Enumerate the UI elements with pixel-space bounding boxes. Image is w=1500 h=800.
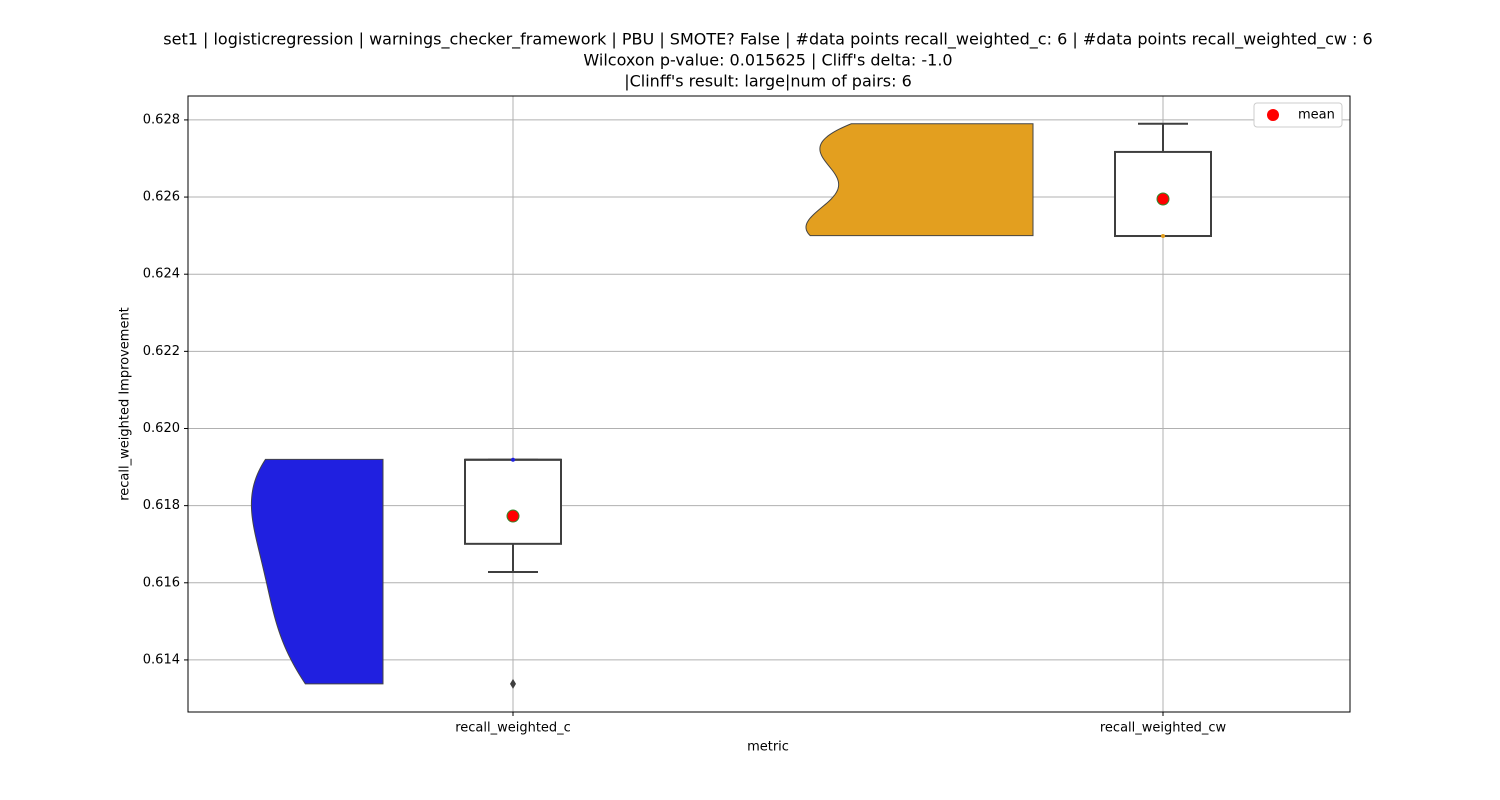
chart-subtitle: Wilcoxon p-value: 0.015625 | Cliff's del… (583, 51, 952, 70)
chart-subtitle: |Clinff's result: large|num of pairs: 6 (624, 72, 912, 91)
y-tick-label: 0.616 (143, 575, 180, 590)
plot-frame (187, 95, 1351, 713)
legend-label: mean (1298, 108, 1335, 123)
y-tick-label: 0.618 (143, 498, 180, 513)
legend-box (1253, 102, 1343, 128)
x-tick-label: recall_weighted_c (455, 721, 571, 736)
violin (250, 458, 384, 685)
y-tick-label: 0.620 (143, 421, 180, 436)
y-axis-label: recall_weighted Improvement (118, 307, 133, 501)
x-axis-label: metric (747, 740, 789, 755)
y-tick-label: 0.626 (143, 190, 180, 205)
x-tick-label: recall_weighted_cw (1100, 721, 1227, 736)
y-tick-label: 0.628 (143, 112, 180, 127)
box (464, 458, 562, 545)
y-tick-label: 0.614 (143, 652, 180, 667)
chart-title: set1 | logisticregression | warnings_che… (163, 30, 1372, 50)
legend-marker (1267, 109, 1279, 121)
median-dot (1161, 234, 1165, 239)
mean-marker (506, 509, 520, 523)
mean-marker (1156, 192, 1170, 206)
y-tick-label: 0.624 (143, 267, 180, 282)
median-dot (511, 457, 515, 462)
violin (805, 123, 1034, 237)
flier (510, 678, 516, 689)
y-tick-label: 0.622 (143, 344, 180, 359)
